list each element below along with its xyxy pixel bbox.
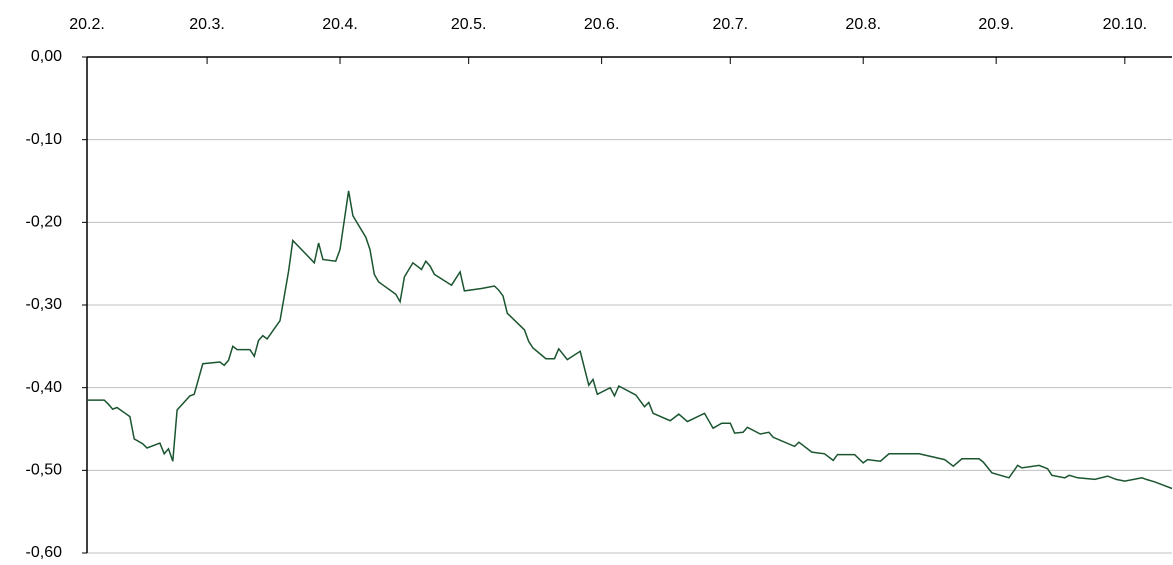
x-tick-label: 20.3. [189, 16, 225, 33]
y-tick-label: -0,50 [26, 462, 63, 479]
x-tick-label: 20.4. [322, 16, 358, 33]
y-tick-label: -0,40 [26, 379, 63, 396]
x-tick-label: 20.5. [451, 16, 487, 33]
y-tick-label: -0,30 [26, 296, 63, 313]
x-tick-label: 20.10. [1103, 16, 1147, 33]
x-tick-label: 20.2. [69, 16, 105, 33]
y-tick-label: 0,00 [31, 48, 62, 65]
x-tick-label: 20.6. [584, 16, 620, 33]
y-tick-label: -0,20 [26, 214, 63, 231]
x-tick-label: 20.8. [845, 16, 881, 33]
y-tick-label: -0,10 [26, 131, 63, 148]
x-tick-label: 20.7. [712, 16, 748, 33]
y-tick-label: -0,60 [26, 544, 63, 561]
line-series [87, 190, 1173, 490]
x-tick-label: 20.9. [978, 16, 1014, 33]
